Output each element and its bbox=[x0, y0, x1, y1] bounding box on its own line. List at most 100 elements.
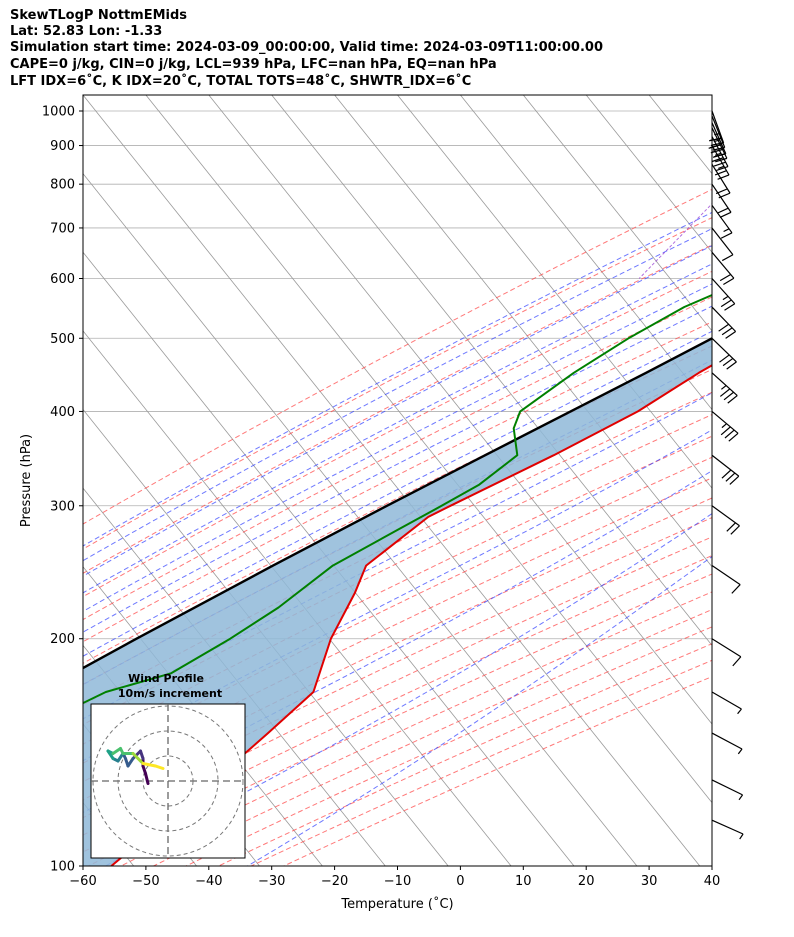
isotherm-line bbox=[522, 95, 712, 332]
isotherm-line bbox=[460, 95, 712, 411]
barb-flag bbox=[729, 475, 740, 485]
y-tick-label: 700 bbox=[50, 221, 75, 236]
barb-shaft bbox=[711, 183, 732, 213]
y-tick-label: 300 bbox=[50, 499, 75, 514]
profile-lines bbox=[83, 293, 712, 866]
dry-adiabat bbox=[83, 217, 712, 550]
wind-barbs bbox=[708, 110, 744, 840]
barb-flag bbox=[719, 354, 730, 363]
barb-shaft bbox=[711, 204, 733, 234]
axes: −60 −50 −40 −30 −20 −10 0 10 20 30 40 1000 900 800 700… bbox=[19, 104, 720, 912]
barb-half-flag bbox=[737, 748, 743, 755]
wind-barb bbox=[711, 306, 737, 339]
barb-shaft bbox=[711, 454, 740, 477]
barb-flag bbox=[716, 207, 729, 214]
dry-adiabat bbox=[83, 414, 712, 726]
moist-adiabat bbox=[83, 245, 712, 577]
x-tick-label: 0 bbox=[456, 874, 464, 889]
barb-flag bbox=[720, 299, 732, 308]
hodograph-segment bbox=[116, 752, 125, 763]
wind-barb bbox=[711, 204, 733, 239]
wind-barb bbox=[711, 691, 742, 715]
moist-adiabat bbox=[83, 392, 712, 720]
inset-ring bbox=[92, 705, 244, 857]
x-tick-label: −50 bbox=[132, 874, 159, 889]
isotherm-line bbox=[585, 95, 712, 253]
wind-barb bbox=[711, 337, 737, 370]
y-tick-label: 200 bbox=[50, 632, 75, 647]
wind-barb bbox=[708, 127, 728, 163]
x-tick-label: 20 bbox=[578, 874, 595, 889]
y-tick-label: 400 bbox=[50, 405, 75, 420]
barb-flag bbox=[713, 161, 726, 167]
isotherm-line bbox=[83, 95, 701, 866]
cape-line: CAPE=0 j/kg, CIN=0 j/kg, LCL=939 hPa, LF… bbox=[10, 57, 497, 72]
indices-line: LFT IDX=6˚C, K IDX=20˚C, TOTAL TOTS=48˚C… bbox=[10, 74, 472, 89]
wind-barb bbox=[711, 505, 740, 535]
x-tick-label: −40 bbox=[195, 874, 222, 889]
barb-flag bbox=[726, 522, 736, 532]
barb-flag bbox=[732, 656, 742, 667]
isotherm-line bbox=[0, 95, 71, 866]
dry-adiabat bbox=[218, 643, 712, 866]
dry-adiabat bbox=[185, 626, 712, 866]
isotherm-line bbox=[271, 95, 712, 647]
barb-half-flag bbox=[738, 794, 744, 801]
barb-flag bbox=[728, 432, 739, 442]
barb-flag bbox=[718, 323, 730, 332]
barb-flag bbox=[722, 357, 734, 367]
barb-flag bbox=[719, 388, 731, 397]
wind-barb bbox=[711, 372, 738, 404]
y-tick-label: 800 bbox=[50, 178, 75, 193]
barb-half-flag bbox=[722, 295, 729, 301]
barb-shaft bbox=[711, 122, 727, 154]
barb-flag bbox=[717, 174, 730, 180]
barb-shaft bbox=[711, 337, 737, 363]
barb-shaft bbox=[711, 372, 738, 397]
barb-flag bbox=[721, 469, 732, 479]
location-line: Lat: 52.83 Lon: -1.33 bbox=[10, 24, 163, 39]
barb-shaft bbox=[711, 136, 729, 167]
barb-shaft bbox=[711, 819, 744, 835]
x-tick-label: −30 bbox=[258, 874, 285, 889]
dry-adiabat bbox=[83, 391, 712, 706]
barb-flag bbox=[710, 148, 723, 154]
moist-adiabat bbox=[83, 228, 712, 562]
parcel-profile-line bbox=[83, 336, 712, 670]
x-tick-label: −20 bbox=[321, 874, 348, 889]
mixing-ratio-line bbox=[785, 95, 794, 279]
wind-barb bbox=[711, 410, 739, 442]
barb-flag bbox=[711, 157, 724, 163]
time-line: Simulation start time: 2024-03-09_00:00:… bbox=[10, 40, 603, 55]
wind-profile-inset: Wind Profile 10m/s increment bbox=[90, 672, 246, 859]
isotherm-line bbox=[83, 487, 386, 866]
barb-flag bbox=[721, 327, 733, 336]
x-tick-label: −10 bbox=[384, 874, 411, 889]
barb-half-flag bbox=[714, 152, 722, 156]
moist-adiabat bbox=[83, 305, 712, 633]
barb-shaft bbox=[711, 227, 734, 256]
x-tick-label: 40 bbox=[704, 874, 721, 889]
y-tick-label: 600 bbox=[50, 272, 75, 287]
barb-flag bbox=[731, 584, 741, 594]
wind-barb bbox=[711, 638, 742, 667]
wind-barb bbox=[711, 251, 735, 285]
chart-title: SkewTLogP NottmEMids bbox=[10, 8, 188, 23]
y-axis-label: Pressure (hPa) bbox=[19, 434, 34, 527]
barb-flag bbox=[708, 144, 721, 149]
x-tick-label: 30 bbox=[641, 874, 658, 889]
barb-half-flag bbox=[720, 385, 727, 390]
barb-shaft bbox=[711, 691, 742, 710]
dry-adiabat bbox=[83, 477, 712, 783]
barb-flag bbox=[723, 391, 734, 401]
moist-adiabat bbox=[105, 513, 712, 866]
barb-half-flag bbox=[737, 708, 742, 715]
wind-barb bbox=[711, 454, 740, 485]
barb-shaft bbox=[711, 410, 739, 434]
x-tick-label: 10 bbox=[515, 874, 532, 889]
barb-half-flag bbox=[723, 228, 730, 233]
isotherm-line bbox=[208, 95, 712, 725]
dry-adiabat bbox=[83, 435, 712, 745]
wind-barb bbox=[711, 227, 734, 262]
